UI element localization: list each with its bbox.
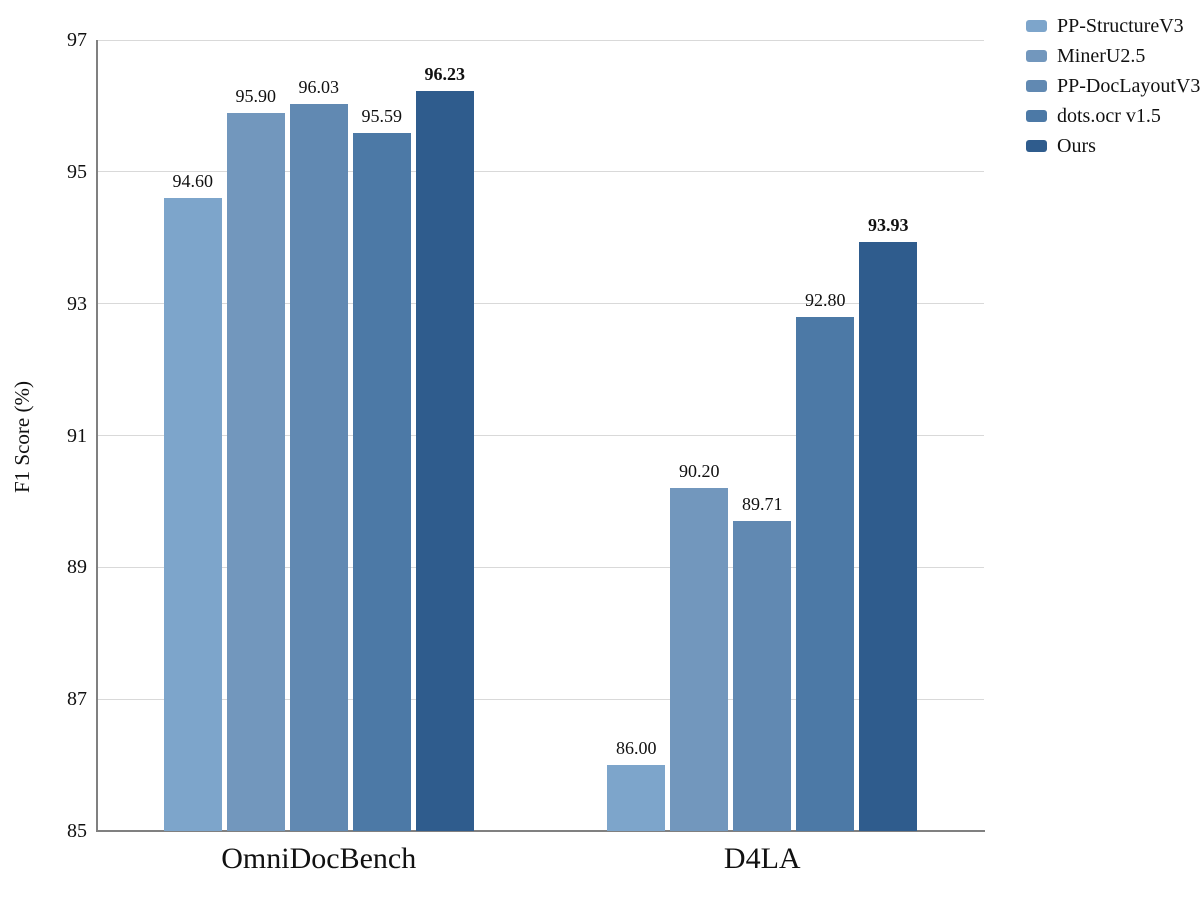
legend-item-PP-StructureV3: PP-StructureV3 xyxy=(1026,15,1200,37)
legend-label: Ours xyxy=(1057,135,1096,157)
y-tick-label-95: 95 xyxy=(67,160,87,183)
legend-label: PP-StructureV3 xyxy=(1057,15,1184,37)
gridline-y-89 xyxy=(98,566,984,568)
gridline-y-93 xyxy=(98,303,984,305)
legend-item-dots.ocr v1.5: dots.ocr v1.5 xyxy=(1026,105,1200,127)
y-tick-label-89: 89 xyxy=(67,556,87,579)
value-label-OmniDocBench-dots.ocr v1.5: 95.59 xyxy=(361,105,403,126)
category-label-OmniDocBench: OmniDocBench xyxy=(221,842,417,875)
bar-D4LA-dots.ocr v1.5 xyxy=(796,316,855,831)
legend-label: PP-DocLayoutV3 xyxy=(1057,75,1200,97)
gridline-y-95 xyxy=(98,171,984,173)
bar-D4LA-Ours xyxy=(859,242,918,831)
legend-item-MinerU2.5: MinerU2.5 xyxy=(1026,45,1200,67)
value-label-D4LA-Ours: 93.93 xyxy=(868,215,909,236)
bar-D4LA-PP-StructureV3 xyxy=(607,765,666,831)
legend-swatch-icon xyxy=(1026,110,1047,122)
legend-swatch-icon xyxy=(1026,50,1047,62)
bar-OmniDocBench-dots.ocr v1.5 xyxy=(352,132,411,831)
y-tick-label-87: 87 xyxy=(67,688,87,711)
legend-label: dots.ocr v1.5 xyxy=(1057,105,1161,127)
value-label-D4LA-PP-StructureV3: 86.00 xyxy=(616,738,657,759)
bar-OmniDocBench-PP-StructureV3 xyxy=(163,198,222,831)
value-label-D4LA-MinerU2.5: 90.20 xyxy=(679,461,720,482)
bar-D4LA-MinerU2.5 xyxy=(670,488,729,831)
gridline-y-97 xyxy=(98,39,984,41)
value-label-OmniDocBench-MinerU2.5: 95.90 xyxy=(235,85,277,106)
legend-item-PP-DocLayoutV3: PP-DocLayoutV3 xyxy=(1026,75,1200,97)
bar-OmniDocBench-Ours xyxy=(415,90,474,831)
legend: PP-StructureV3 MinerU2.5 PP-DocLayoutV3 dot… xyxy=(1026,15,1200,165)
value-label-OmniDocBench-Ours: 96.23 xyxy=(424,63,466,84)
bar-OmniDocBench-MinerU2.5 xyxy=(226,112,285,831)
x-axis-spine xyxy=(96,830,985,832)
legend-swatch-icon xyxy=(1026,20,1047,32)
legend-label: MinerU2.5 xyxy=(1057,45,1146,67)
bar-OmniDocBench-PP-DocLayoutV3 xyxy=(289,103,348,831)
y-axis-spine xyxy=(96,40,98,832)
y-tick-label-85: 85 xyxy=(67,820,87,842)
value-label-D4LA-PP-DocLayoutV3: 89.71 xyxy=(742,493,783,514)
y-tick-label-91: 91 xyxy=(67,424,87,447)
value-label-OmniDocBench-PP-StructureV3: 94.60 xyxy=(172,171,214,192)
y-tick-label-93: 93 xyxy=(67,292,87,315)
y-tick-label-97: 97 xyxy=(67,29,87,51)
bar-D4LA-PP-DocLayoutV3 xyxy=(733,520,792,831)
category-label-D4LA: D4LA xyxy=(723,842,801,875)
y-axis-title: F1 Score (%) xyxy=(10,381,34,493)
gridline-y-87 xyxy=(98,698,984,700)
legend-swatch-icon xyxy=(1026,140,1047,152)
gridline-y-91 xyxy=(98,435,984,436)
value-label-OmniDocBench-PP-DocLayoutV3: 96.03 xyxy=(298,76,340,97)
legend-item-Ours: Ours xyxy=(1026,135,1200,157)
legend-swatch-icon xyxy=(1026,80,1047,92)
value-label-D4LA-dots.ocr v1.5: 92.80 xyxy=(805,289,846,310)
